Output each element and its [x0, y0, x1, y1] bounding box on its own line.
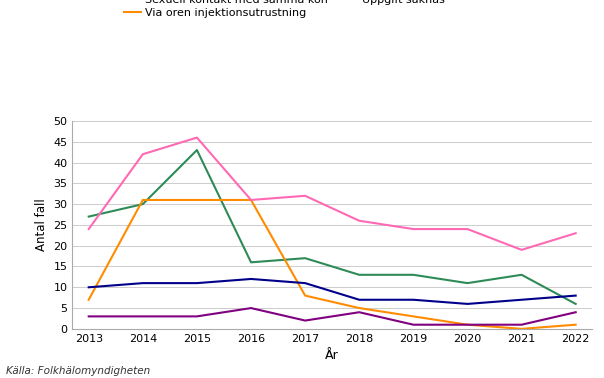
Text: Källa: Folkhälomyndigheten: Källa: Folkhälomyndigheten	[6, 366, 150, 376]
X-axis label: År: År	[326, 349, 339, 362]
Y-axis label: Antal fall: Antal fall	[35, 198, 48, 251]
Legend: Sexuell kontakt med motsatt kön, Sexuell kontakt med samma kön, Via oren injekti: Sexuell kontakt med motsatt kön, Sexuell…	[120, 0, 450, 22]
